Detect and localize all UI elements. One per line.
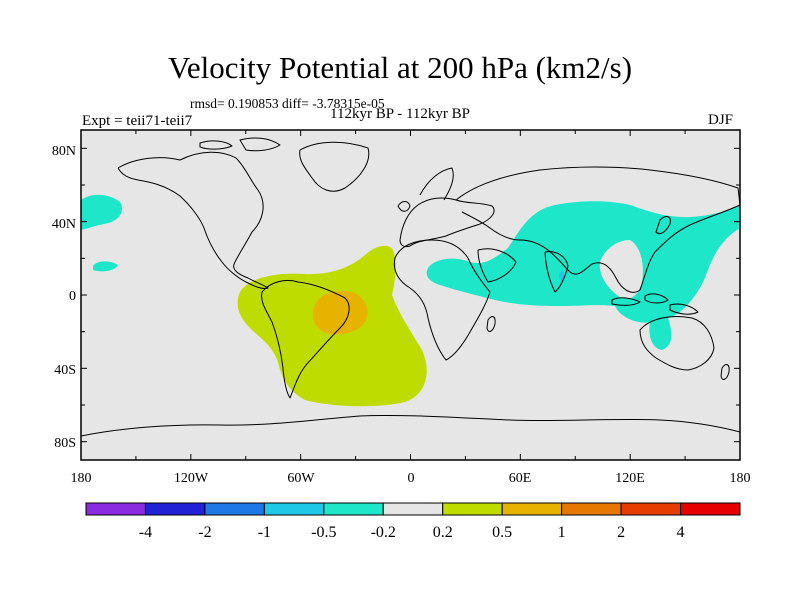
colorbar-label: 0.5 — [492, 524, 512, 541]
colorbar-segment — [561, 502, 622, 516]
lat-label-80s: 80S — [54, 436, 76, 451]
colorbar-segment — [263, 502, 325, 516]
lat-label-0: 0 — [69, 289, 76, 304]
colorbar-label: 0.2 — [433, 524, 453, 541]
colorbar-segment — [382, 502, 444, 516]
colorbar — [85, 502, 741, 516]
region-brazil-core — [312, 290, 368, 335]
region-pacific-small — [93, 261, 118, 272]
coastlines — [80, 137, 741, 437]
latitude-ticks — [81, 147, 740, 443]
lat-label-80n: 80N — [52, 144, 76, 159]
region-north-pacific-east — [81, 194, 123, 230]
region-inner-gray — [599, 240, 643, 299]
colorbar-segment — [442, 502, 503, 516]
shaded-regions — [81, 194, 740, 407]
lat-label-40n: 40N — [52, 217, 76, 232]
season-label: DJF — [708, 112, 734, 128]
colorbar-labels: -4 -2 -1 -0.5 -0.2 0.2 0.5 1 2 4 — [139, 524, 685, 541]
plot-title: Velocity Potential at 200 hPa (km2/s) — [167, 50, 633, 85]
colorbar-segment — [620, 502, 682, 516]
colorbar-segment — [144, 502, 206, 516]
colorbar-label: 2 — [617, 524, 625, 541]
stats-label: rmsd= 0.190853 diff= -3.78315e-05 — [190, 96, 385, 111]
colorbar-label: -2 — [198, 524, 211, 541]
experiment-label: Expt = teii71-teii7 — [82, 113, 193, 129]
lon-label-0: 0 — [408, 471, 415, 486]
colorbar-segment — [323, 502, 384, 516]
colorbar-label: 4 — [677, 524, 685, 541]
lat-label-40s: 40S — [54, 363, 76, 378]
colorbar-segment — [501, 502, 563, 516]
lon-label-60e: 60E — [509, 471, 532, 486]
colorbar-label: 1 — [558, 524, 566, 541]
colorbar-label: -4 — [139, 524, 152, 541]
subtitle: 112kyr BP - 112kyr BP — [330, 106, 471, 122]
colorbar-segment — [680, 502, 741, 516]
colorbar-segment — [85, 502, 146, 516]
lon-label-120w: 120W — [174, 471, 209, 486]
lon-label-60w: 60W — [287, 471, 315, 486]
lon-label-180e: 180 — [730, 471, 751, 486]
region-africa-indian-pacific — [426, 201, 740, 350]
colorbar-label: -0.5 — [311, 524, 336, 541]
lon-label-180w: 180 — [71, 471, 92, 486]
longitude-ticks — [80, 130, 741, 460]
colorbar-label: -1 — [258, 524, 271, 541]
lon-label-120e: 120E — [615, 471, 645, 486]
colorbar-label: -0.2 — [371, 524, 396, 541]
colorbar-segment — [204, 502, 265, 516]
